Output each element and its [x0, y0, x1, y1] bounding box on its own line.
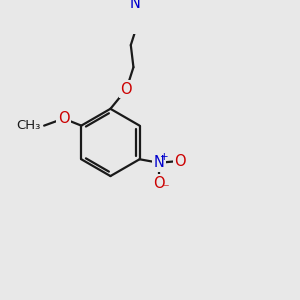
Text: +: + [160, 152, 169, 163]
Text: O: O [153, 176, 165, 191]
Text: ⁻: ⁻ [162, 182, 169, 195]
Text: N: N [130, 0, 141, 11]
Text: O: O [121, 82, 132, 97]
Text: O: O [175, 154, 186, 169]
Text: O: O [58, 111, 69, 126]
Text: CH₃: CH₃ [16, 119, 40, 132]
Text: N: N [154, 155, 164, 170]
